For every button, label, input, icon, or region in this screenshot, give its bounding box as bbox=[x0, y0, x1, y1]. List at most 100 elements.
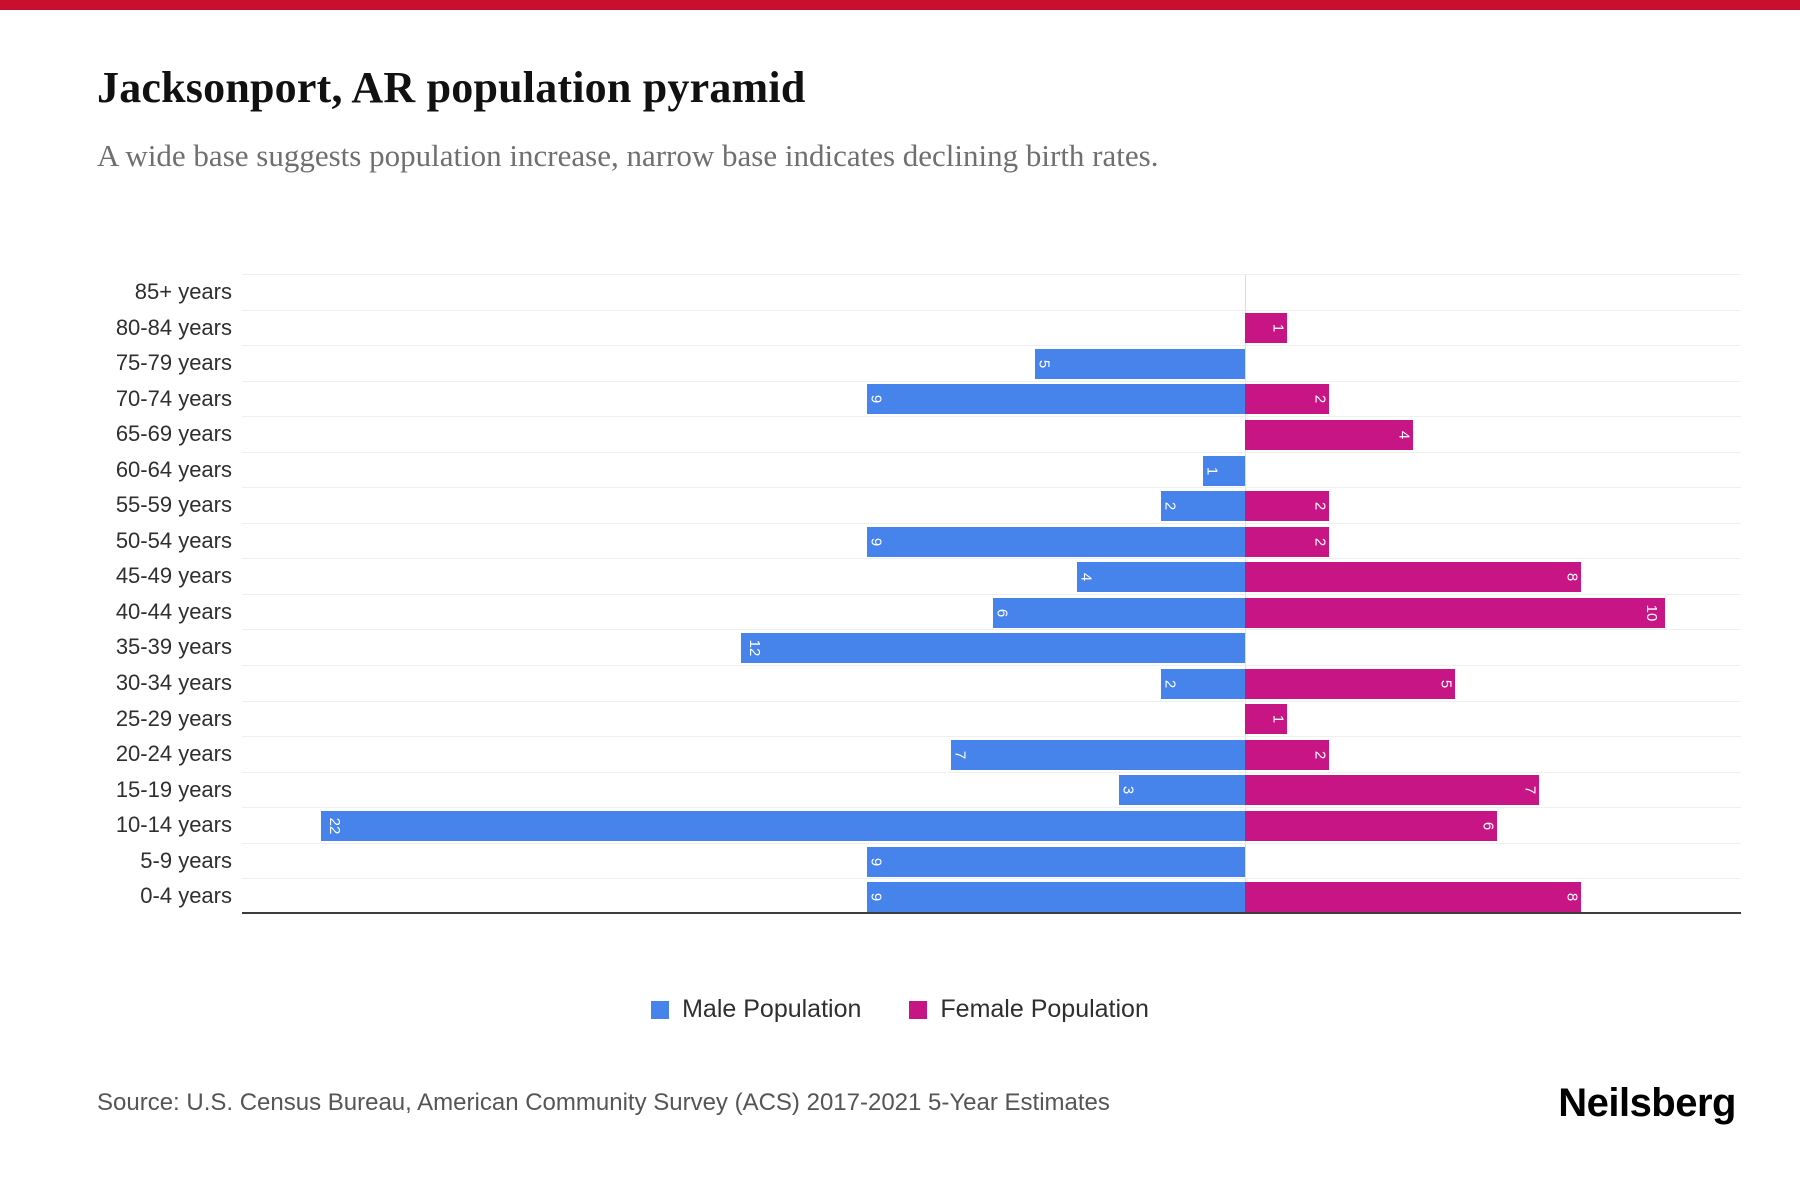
age-group-label: 10-14 years bbox=[115, 812, 232, 838]
chart-title: Jacksonport, AR population pyramid bbox=[97, 63, 806, 112]
bar-value-label: 2 bbox=[1161, 501, 1179, 511]
male-swatch-icon bbox=[651, 1000, 670, 1019]
male-bar: 2 bbox=[1161, 668, 1245, 699]
top-accent-bar bbox=[0, 0, 1800, 10]
male-bar: 12 bbox=[741, 633, 1245, 664]
chart-rows: 85+ years 80-84 years 1 75-79 years 5 70-74 y… bbox=[97, 274, 1741, 914]
age-group-label: 45-49 years bbox=[115, 563, 232, 589]
legend-item-male[interactable]: Male Population bbox=[651, 995, 861, 1024]
age-group-label: 30-34 years bbox=[115, 670, 232, 696]
bar-value-label: 9 bbox=[867, 892, 885, 902]
population-pyramid-chart: 85+ years 80-84 years 1 75-79 years 5 70-74 y… bbox=[97, 274, 1741, 914]
bar-value-label: 2 bbox=[1311, 750, 1329, 760]
pyramid-row: 30-34 years 2 5 bbox=[97, 665, 1741, 701]
male-bar: 5 bbox=[1035, 348, 1245, 379]
female-bar: 2 bbox=[1245, 739, 1329, 770]
bar-value-label: 2 bbox=[1311, 395, 1329, 404]
plot-row: 1 bbox=[242, 309, 1741, 346]
female-bar: 2 bbox=[1245, 384, 1329, 415]
chart-legend: Male Population Female Population bbox=[0, 995, 1800, 1024]
female-bar: 2 bbox=[1245, 526, 1329, 557]
pyramid-row: 45-49 years 4 8 bbox=[97, 558, 1741, 594]
age-group-label: 20-24 years bbox=[115, 741, 232, 767]
pyramid-row: 85+ years bbox=[97, 274, 1741, 310]
female-bar: 4 bbox=[1245, 419, 1413, 450]
pyramid-row: 75-79 years 5 bbox=[97, 345, 1741, 381]
bar-value-label: 2 bbox=[1311, 501, 1329, 511]
female-bar: 8 bbox=[1245, 882, 1581, 913]
pyramid-row: 25-29 years 1 bbox=[97, 700, 1741, 737]
pyramid-row: 15-19 years 3 7 bbox=[97, 771, 1741, 808]
bar-value-label: 3 bbox=[1119, 786, 1137, 795]
pyramid-row: 80-84 years 1 bbox=[97, 309, 1741, 346]
age-group-label: 70-74 years bbox=[115, 385, 232, 411]
bar-value-label: 9 bbox=[867, 857, 885, 866]
plot-row: 5 bbox=[242, 345, 1741, 381]
male-bar: 6 bbox=[993, 597, 1245, 628]
plot-row: 12 bbox=[242, 629, 1741, 665]
male-bar: 22 bbox=[321, 811, 1245, 841]
pyramid-row: 0-4 years 9 8 bbox=[97, 878, 1741, 914]
female-bar: 5 bbox=[1245, 668, 1455, 699]
age-group-label: 65-69 years bbox=[115, 421, 232, 447]
bar-value-label: 2 bbox=[1311, 537, 1329, 546]
age-group-label: 85+ years bbox=[134, 279, 232, 304]
male-bar: 9 bbox=[867, 882, 1245, 913]
plot-row: 4 bbox=[242, 416, 1741, 452]
bar-value-label: 6 bbox=[1479, 821, 1497, 831]
bar-value-label: 10 bbox=[1643, 604, 1661, 622]
pyramid-row: 40-44 years 6 10 bbox=[97, 593, 1741, 630]
female-bar: 10 bbox=[1245, 597, 1665, 628]
age-group-label: 5-9 years bbox=[140, 847, 232, 873]
female-bar: 2 bbox=[1245, 491, 1329, 522]
source-text: Source: U.S. Census Bureau, American Com… bbox=[97, 1089, 1110, 1116]
neilsberg-logo[interactable]: Neilsberg bbox=[1558, 1080, 1736, 1125]
age-group-label: 40-44 years bbox=[115, 598, 232, 624]
pyramid-row: 5-9 years 9 bbox=[97, 842, 1741, 879]
male-bar: 9 bbox=[867, 526, 1245, 557]
bar-value-label: 12 bbox=[745, 639, 763, 657]
pyramid-row: 35-39 years 12 bbox=[97, 629, 1741, 665]
plot-row: 9 bbox=[242, 842, 1741, 879]
x-axis-baseline bbox=[242, 912, 1741, 914]
bar-value-label: 22 bbox=[325, 817, 343, 835]
plot-row: 1 bbox=[242, 451, 1741, 488]
age-group-label: 55-59 years bbox=[115, 492, 232, 518]
bar-value-label: 5 bbox=[1437, 679, 1455, 688]
legend-label-male: Male Population bbox=[682, 995, 862, 1023]
age-group-label: 35-39 years bbox=[115, 634, 232, 660]
female-bar: 6 bbox=[1245, 811, 1497, 841]
bar-value-label: 7 bbox=[1521, 786, 1539, 795]
female-swatch-icon bbox=[909, 1000, 928, 1019]
female-bar: 7 bbox=[1245, 775, 1539, 806]
age-group-label: 15-19 years bbox=[115, 776, 232, 802]
male-bar: 4 bbox=[1077, 562, 1245, 593]
age-group-label: 50-54 years bbox=[115, 527, 232, 553]
legend-label-female: Female Population bbox=[940, 995, 1149, 1023]
legend-item-female[interactable]: Female Population bbox=[909, 995, 1149, 1024]
male-bar: 1 bbox=[1203, 455, 1245, 486]
bar-value-label: 2 bbox=[1161, 679, 1179, 688]
male-bar: 9 bbox=[867, 384, 1245, 415]
plot-row: 1 bbox=[242, 700, 1741, 737]
bar-value-label: 9 bbox=[867, 537, 885, 546]
age-group-label: 80-84 years bbox=[115, 314, 232, 340]
chart-footer: Source: U.S. Census Bureau, American Com… bbox=[97, 1068, 1736, 1138]
male-bar: 7 bbox=[951, 739, 1245, 770]
plot-row bbox=[242, 274, 1741, 310]
male-bar: 9 bbox=[867, 846, 1245, 877]
plot-row: 22 6 bbox=[242, 807, 1741, 843]
male-bar: 2 bbox=[1161, 491, 1245, 522]
bar-value-label: 6 bbox=[993, 608, 1011, 617]
female-bar: 1 bbox=[1245, 704, 1287, 735]
bar-value-label: 9 bbox=[867, 395, 885, 404]
pyramid-row: 50-54 years 9 2 bbox=[97, 522, 1741, 559]
